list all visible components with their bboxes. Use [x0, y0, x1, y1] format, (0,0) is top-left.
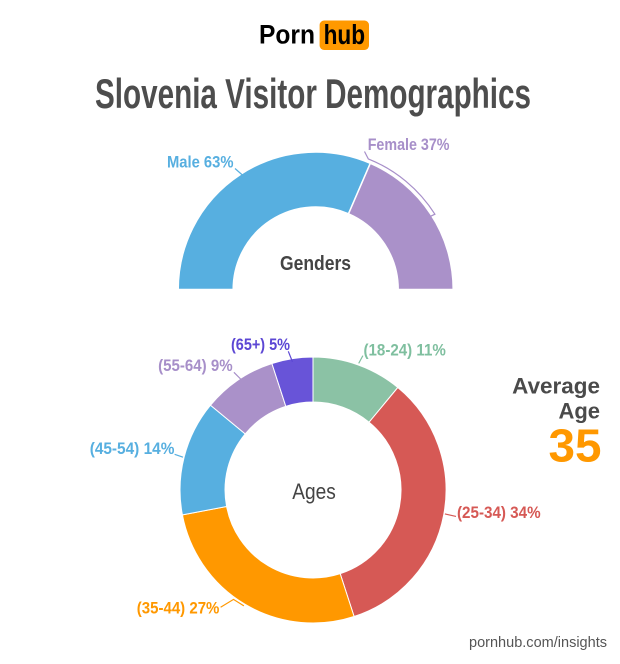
svg-text:Porn: Porn — [259, 20, 315, 50]
svg-text:pornhub.com/insights: pornhub.com/insights — [469, 634, 607, 651]
svg-text:(45-54) 14%: (45-54) 14% — [90, 439, 175, 458]
svg-text:hub: hub — [324, 19, 366, 50]
svg-text:(55-64) 9%: (55-64) 9% — [158, 356, 233, 375]
svg-text:Ages: Ages — [292, 479, 336, 504]
svg-text:Slovenia Visitor Demographics: Slovenia Visitor Demographics — [95, 70, 531, 117]
svg-text:Male 63%: Male 63% — [167, 153, 234, 172]
svg-text:(25-34) 34%: (25-34) 34% — [457, 503, 541, 522]
svg-text:(18-24) 11%: (18-24) 11% — [364, 340, 446, 359]
svg-text:Female 37%: Female 37% — [368, 135, 450, 154]
svg-text:Average: Average — [512, 374, 600, 399]
svg-text:(35-44) 27%: (35-44) 27% — [137, 599, 220, 618]
svg-text:Genders: Genders — [280, 253, 351, 275]
svg-text:(65+) 5%: (65+) 5% — [231, 335, 290, 354]
svg-text:Age: Age — [558, 399, 600, 424]
svg-text:35: 35 — [549, 420, 602, 472]
